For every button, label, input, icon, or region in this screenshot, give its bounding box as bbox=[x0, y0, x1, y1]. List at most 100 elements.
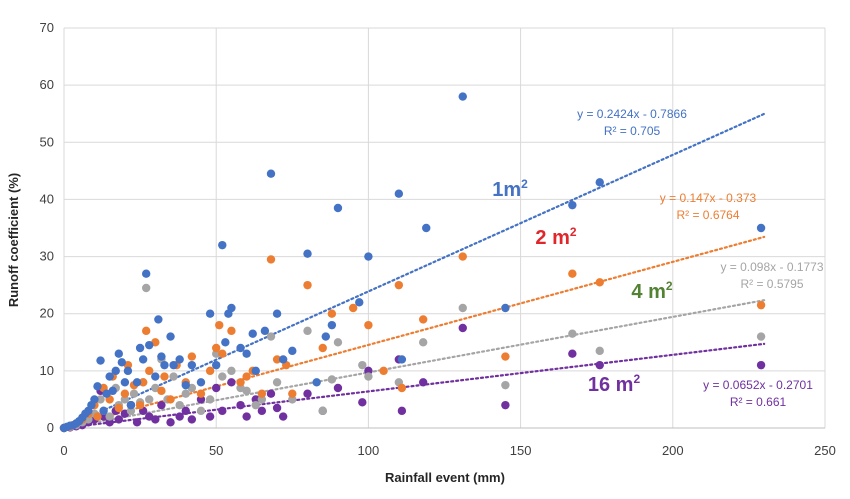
data-point-s1m2 bbox=[99, 406, 108, 416]
axes: 0 10 20 30 40 50 60 70 0 50 100 150 200 250 bbox=[40, 20, 836, 458]
data-point-s16m2 bbox=[132, 418, 142, 427]
trendline-s1m2 bbox=[62, 112, 766, 430]
data-point-s16m2 bbox=[166, 418, 175, 427]
data-point-s4m2 bbox=[358, 360, 367, 370]
y-tick-label: 0 bbox=[47, 420, 54, 435]
data-point-s1m2 bbox=[394, 189, 404, 198]
data-point-s2m2 bbox=[236, 378, 245, 387]
y-tick-label: 30 bbox=[40, 249, 54, 264]
trendlines bbox=[62, 112, 766, 430]
r-squared-s2m2: R² = 0.6764 bbox=[676, 208, 739, 222]
r-squared-s4m2: R² = 0.5795 bbox=[740, 277, 803, 291]
data-point-s4m2 bbox=[418, 338, 428, 347]
data-point-s4m2 bbox=[129, 389, 139, 398]
data-point-s1m2 bbox=[242, 349, 251, 358]
data-point-s16m2 bbox=[458, 323, 467, 333]
data-point-s2m2 bbox=[227, 326, 236, 336]
data-point-s1m2 bbox=[196, 378, 206, 387]
data-point-s16m2 bbox=[157, 400, 166, 410]
data-point-s2m2 bbox=[218, 349, 227, 358]
x-axis-title: Rainfall event (mm) bbox=[385, 470, 505, 485]
data-point-s2m2 bbox=[212, 343, 221, 353]
data-point-s2m2 bbox=[138, 378, 148, 387]
data-point-s4m2 bbox=[105, 412, 114, 421]
trendline-equation-s2m2: y = 0.147x - 0.373 bbox=[660, 191, 757, 205]
data-point-s1m2 bbox=[90, 395, 99, 404]
data-point-s1m2 bbox=[364, 252, 373, 261]
data-point-s1m2 bbox=[157, 352, 166, 361]
gridlines bbox=[63, 27, 826, 429]
data-point-s1m2 bbox=[221, 338, 230, 347]
data-point-s2m2 bbox=[145, 366, 154, 376]
y-tick-label: 50 bbox=[40, 134, 54, 149]
data-point-s4m2 bbox=[96, 395, 105, 404]
data-point-s2m2 bbox=[242, 372, 251, 381]
data-point-s16m2 bbox=[278, 412, 288, 421]
data-point-s4m2 bbox=[756, 332, 766, 341]
data-point-s1m2 bbox=[321, 332, 330, 341]
data-point-s16m2 bbox=[236, 400, 245, 410]
data-point-s4m2 bbox=[145, 395, 154, 404]
data-point-s16m2 bbox=[218, 406, 227, 416]
data-points bbox=[59, 92, 766, 433]
data-point-s16m2 bbox=[187, 415, 197, 424]
data-point-s4m2 bbox=[218, 372, 227, 381]
data-point-s2m2 bbox=[215, 320, 224, 330]
data-point-s4m2 bbox=[458, 303, 467, 313]
trendline-s2m2 bbox=[62, 235, 766, 430]
x-tick-label: 200 bbox=[662, 443, 684, 458]
data-point-s1m2 bbox=[151, 372, 160, 381]
data-point-s1m2 bbox=[105, 372, 114, 381]
x-tick-label: 250 bbox=[814, 443, 836, 458]
data-point-s2m2 bbox=[166, 395, 175, 404]
data-point-s1m2 bbox=[117, 358, 127, 367]
data-point-s1m2 bbox=[169, 360, 178, 370]
data-point-s4m2 bbox=[303, 326, 312, 336]
data-point-s1m2 bbox=[248, 329, 257, 338]
data-point-s2m2 bbox=[205, 366, 215, 376]
data-point-s16m2 bbox=[151, 415, 160, 424]
data-point-s1m2 bbox=[145, 340, 154, 350]
data-point-s16m2 bbox=[501, 400, 510, 410]
data-point-s16m2 bbox=[242, 412, 251, 421]
data-point-s2m2 bbox=[114, 403, 123, 413]
data-point-s16m2 bbox=[181, 406, 190, 416]
data-point-s1m2 bbox=[251, 366, 260, 376]
data-point-s1m2 bbox=[123, 366, 133, 376]
data-point-s1m2 bbox=[187, 360, 197, 370]
data-point-s1m2 bbox=[160, 360, 169, 370]
data-point-s4m2 bbox=[205, 395, 215, 404]
data-point-s2m2 bbox=[157, 386, 166, 396]
data-point-s1m2 bbox=[132, 378, 142, 387]
data-point-s4m2 bbox=[318, 406, 327, 416]
data-point-s2m2 bbox=[595, 278, 604, 287]
data-point-s16m2 bbox=[114, 415, 123, 424]
data-point-s1m2 bbox=[260, 326, 270, 336]
r-squared-s16m2: R² = 0.661 bbox=[730, 395, 787, 409]
data-point-s4m2 bbox=[227, 366, 236, 376]
data-point-s2m2 bbox=[327, 309, 337, 318]
data-point-s16m2 bbox=[266, 389, 276, 398]
data-point-s1m2 bbox=[355, 298, 364, 307]
data-point-s1m2 bbox=[756, 223, 766, 233]
data-point-s1m2 bbox=[111, 366, 120, 376]
data-point-s1m2 bbox=[181, 380, 190, 390]
data-point-s2m2 bbox=[272, 355, 282, 364]
data-point-s16m2 bbox=[175, 412, 184, 421]
data-point-s2m2 bbox=[568, 269, 577, 278]
data-point-s1m2 bbox=[138, 355, 148, 364]
data-point-s16m2 bbox=[358, 398, 367, 407]
y-axis-title: Runoff coefficient (%) bbox=[6, 173, 21, 307]
data-point-s2m2 bbox=[394, 280, 404, 290]
data-point-s2m2 bbox=[379, 366, 388, 376]
data-point-s2m2 bbox=[288, 389, 297, 398]
data-point-s1m2 bbox=[422, 223, 431, 233]
r-squared-s1m2: R² = 0.705 bbox=[604, 124, 661, 138]
data-point-s1m2 bbox=[218, 240, 227, 250]
data-point-s1m2 bbox=[120, 378, 130, 387]
trendline-equation-s1m2: y = 0.2424x - 0.7866 bbox=[577, 107, 687, 121]
data-point-s4m2 bbox=[196, 406, 206, 416]
data-point-s1m2 bbox=[278, 355, 288, 364]
